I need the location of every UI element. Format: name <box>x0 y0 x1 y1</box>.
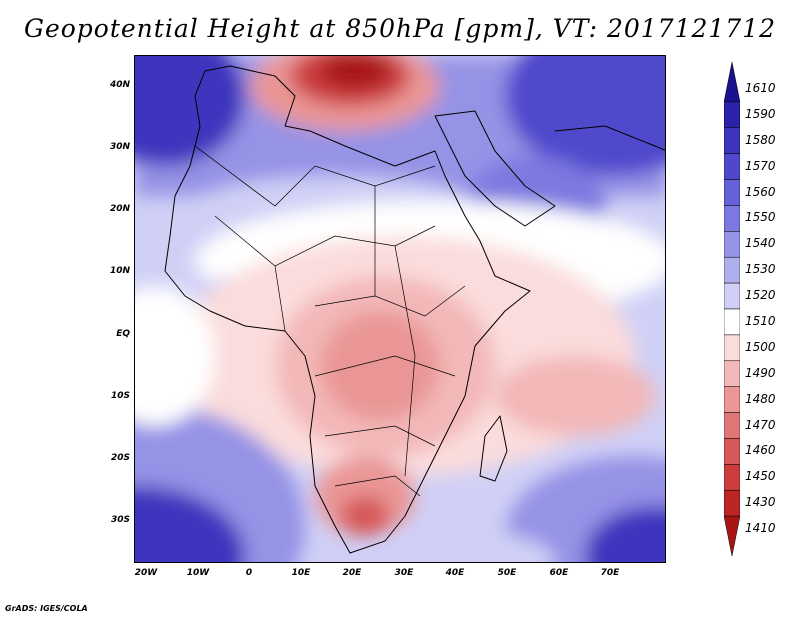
lon-tick-60e: 60E <box>549 568 569 578</box>
lon-tick-20w: 20W <box>134 568 158 578</box>
colorbar-cell <box>724 386 740 413</box>
colorbar-label: 1430 <box>745 495 776 510</box>
lon-tick-30e: 30E <box>394 568 414 578</box>
lat-tick-40n: 40N <box>109 80 130 90</box>
lon-tick-10e: 10E <box>291 568 311 578</box>
colorbar-cell <box>724 205 740 232</box>
lon-tick-20e: 20E <box>342 568 362 578</box>
colorbar-label: 1480 <box>745 391 776 406</box>
colorbar-label: 1590 <box>745 106 776 121</box>
colorbar-cell <box>724 62 740 103</box>
colorbar-label: 1550 <box>745 210 776 225</box>
colorbar-cell <box>724 282 740 310</box>
colorbar-label: 1570 <box>745 158 776 173</box>
colorbar-cell <box>724 334 740 362</box>
colorbar-label: 1580 <box>745 132 776 147</box>
colorbar-label: 1450 <box>745 469 776 484</box>
grads-credit: GrADS: IGES/COLA <box>5 604 88 613</box>
lat-tick-20s: 20S <box>110 453 130 463</box>
colorbar <box>724 62 740 556</box>
lon-tick-70e: 70E <box>600 568 620 578</box>
colorbar-cell <box>724 256 740 284</box>
lat-tick-30s: 30S <box>110 515 130 525</box>
colorbar-cell <box>724 127 740 154</box>
colorbar-label: 1470 <box>745 417 776 432</box>
lat-tick-10n: 10N <box>109 266 130 276</box>
colorbar-label: 1560 <box>745 184 776 199</box>
lat-tick-20n: 20N <box>109 204 130 214</box>
colorbar-label: 1490 <box>745 365 776 380</box>
lat-tick-30n: 30N <box>109 142 130 152</box>
colorbar-cell <box>724 438 740 465</box>
colorbar-cell <box>724 101 740 129</box>
colorbar-cell <box>724 464 740 491</box>
colorbar-cell <box>724 360 740 387</box>
colorbar-cell <box>724 412 740 439</box>
lon-tick-50e: 50E <box>497 568 517 578</box>
lon-tick-40e: 40E <box>445 568 465 578</box>
colorbar-cell <box>724 179 740 206</box>
colorbar-label: 1510 <box>745 313 776 328</box>
colorbar-label: 1410 <box>745 521 776 536</box>
colorbar-cell <box>724 231 740 258</box>
lon-tick-10w: 10W <box>186 568 210 578</box>
colorbar-label: 1540 <box>745 236 776 251</box>
geopotential-height-map <box>135 56 665 562</box>
colorbar-cell <box>724 153 740 180</box>
colorbar-cell <box>724 489 740 517</box>
country-borders <box>194 145 466 497</box>
colorbar-label: 1610 <box>745 80 776 95</box>
colorbar-cell <box>724 308 740 336</box>
colorbar-label: 1520 <box>745 288 776 303</box>
coastlines <box>164 65 665 554</box>
height-field <box>135 56 665 562</box>
colorbar-cell <box>724 515 740 556</box>
lon-tick-0: 0 <box>245 568 253 578</box>
map-panel <box>134 55 666 563</box>
lat-tick-10s: 10S <box>110 391 130 401</box>
lat-tick-eq: EQ <box>116 329 130 339</box>
colorbar-label: 1500 <box>745 339 776 354</box>
colorbar-label: 1460 <box>745 443 776 458</box>
plot-title: Geopotential Height at 850hPa [gpm], VT:… <box>23 14 777 43</box>
colorbar-label: 1530 <box>745 262 776 277</box>
